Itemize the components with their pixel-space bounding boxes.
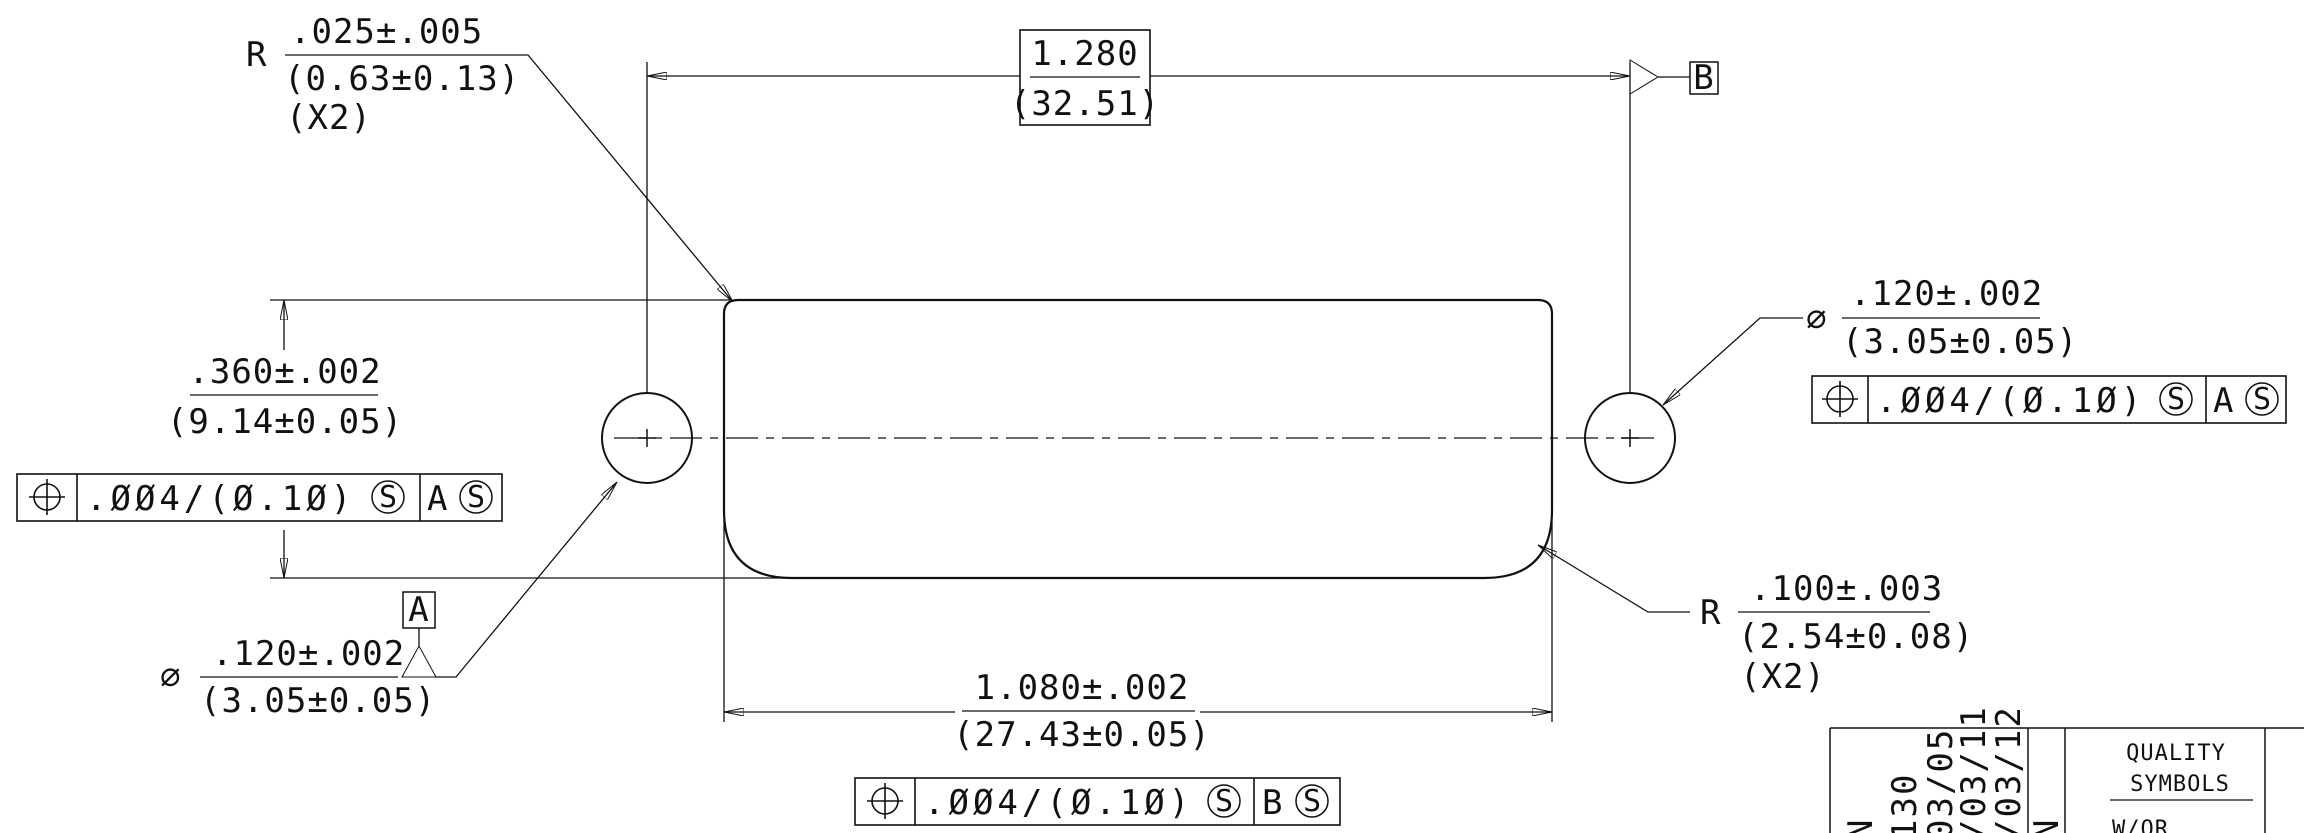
bottom-radius-prefix: R bbox=[1700, 593, 1721, 633]
right-fcf-datum-modifier: S bbox=[2253, 382, 2271, 417]
top-radius-metric: (0.63±0.13) bbox=[284, 59, 520, 99]
rotated-col-5: /03/12 bbox=[1989, 705, 2029, 833]
top-radius-prefix: R bbox=[246, 35, 267, 75]
right-fcf-outline bbox=[1811, 375, 2287, 424]
datum-b-triangle bbox=[1629, 59, 1659, 95]
left-fcf-datum-modifier-circle bbox=[459, 480, 493, 514]
right-fcf-modifier: S bbox=[2167, 382, 2185, 417]
quality-label-2: SYMBOLS bbox=[2130, 772, 2230, 797]
left-hole-prefix: ∅ bbox=[160, 657, 181, 697]
datum-b-box bbox=[1689, 61, 1719, 95]
bottom-fcf-datum-modifier: S bbox=[1303, 784, 1321, 819]
bottom-radius-metric: (2.54±0.08) bbox=[1738, 617, 1974, 657]
bottom-fcf-modifier-circle bbox=[1207, 784, 1241, 818]
right-hole-metric: (3.05±0.05) bbox=[1842, 322, 2078, 362]
top-radius-inch: .025±.005 bbox=[290, 12, 483, 52]
slot-outline bbox=[722, 298, 1554, 580]
bottom-radius-inch: .100±.003 bbox=[1750, 569, 1943, 609]
bottom-radius-leader bbox=[1538, 544, 1690, 613]
datum-a-triangle bbox=[401, 644, 437, 678]
bottom-fcf-outline bbox=[854, 777, 1341, 826]
title-block: N 130 03/05 /03/11 /03/12 N QUALITY SYMB… bbox=[1829, 705, 2304, 833]
height-inch: .360±.002 bbox=[188, 352, 381, 392]
top-length-box bbox=[1019, 29, 1151, 126]
quality-label-1: QUALITY bbox=[2126, 741, 2226, 766]
bottom-feature-control-frame: .ØØ4/(Ø.1Ø) S B S bbox=[854, 777, 1341, 826]
right-hole-prefix: ∅ bbox=[1806, 299, 1827, 339]
bottom-radius-count: (X2) bbox=[1740, 657, 1826, 697]
left-fcf-datum: A bbox=[427, 479, 451, 519]
top-radius-leader bbox=[483, 54, 734, 303]
left-feature-control-frame: .ØØ4/(Ø.1Ø) S A S bbox=[16, 473, 503, 522]
right-fcf-modifier-circle bbox=[2159, 382, 2193, 416]
left-hole-inch: .120±.002 bbox=[212, 634, 405, 674]
right-fcf-datum: A bbox=[2213, 381, 2237, 421]
left-fcf-modifier-circle bbox=[371, 480, 405, 514]
bottom-fcf-tolerance: .ØØ4/(Ø.1Ø) bbox=[924, 783, 1193, 823]
datum-b-label: B bbox=[1693, 58, 1714, 98]
left-fcf-outline bbox=[16, 473, 503, 522]
top-length-inch: 1.280 bbox=[1031, 34, 1138, 74]
top-radius-count: (X2) bbox=[286, 98, 372, 138]
left-hole-leader bbox=[436, 481, 618, 678]
right-hole-inch: .120±.002 bbox=[1850, 274, 2043, 314]
right-fcf-tolerance: .ØØ4/(Ø.1Ø) bbox=[1876, 381, 2145, 421]
height-metric: (9.14±0.05) bbox=[167, 402, 403, 442]
right-fcf-datum-modifier-circle bbox=[2245, 382, 2279, 416]
bottom-fcf-modifier: S bbox=[1215, 784, 1233, 819]
left-fcf-modifier: S bbox=[379, 480, 397, 515]
rotated-col-3: 03/05 bbox=[1921, 728, 1961, 833]
bottom-fcf-datum: B bbox=[1262, 783, 1286, 823]
rotated-col-2: 130 bbox=[1885, 773, 1925, 833]
rotated-col-4: /03/11 bbox=[1954, 705, 1994, 833]
right-hole-leader bbox=[1662, 317, 1803, 406]
datum-a-label: A bbox=[408, 590, 429, 630]
left-hole-metric: (3.05±0.05) bbox=[200, 681, 436, 721]
quality-label-3: W/OR bbox=[2112, 817, 2169, 833]
rotated-col-6: N bbox=[2027, 818, 2067, 833]
top-length-metric: (32.51) bbox=[1010, 84, 1160, 124]
left-fcf-datum-modifier: S bbox=[467, 480, 485, 515]
bottom-fcf-datum-modifier-circle bbox=[1295, 784, 1329, 818]
left-fcf-tolerance: .ØØ4/(Ø.1Ø) bbox=[86, 479, 355, 519]
bottom-length-inch: 1.080±.002 bbox=[975, 668, 1190, 708]
right-feature-control-frame: .ØØ4/(Ø.1Ø) S A S bbox=[1811, 375, 2287, 424]
rotated-col-1: N bbox=[1841, 818, 1881, 833]
bottom-length-metric: (27.43±0.05) bbox=[953, 715, 1211, 755]
